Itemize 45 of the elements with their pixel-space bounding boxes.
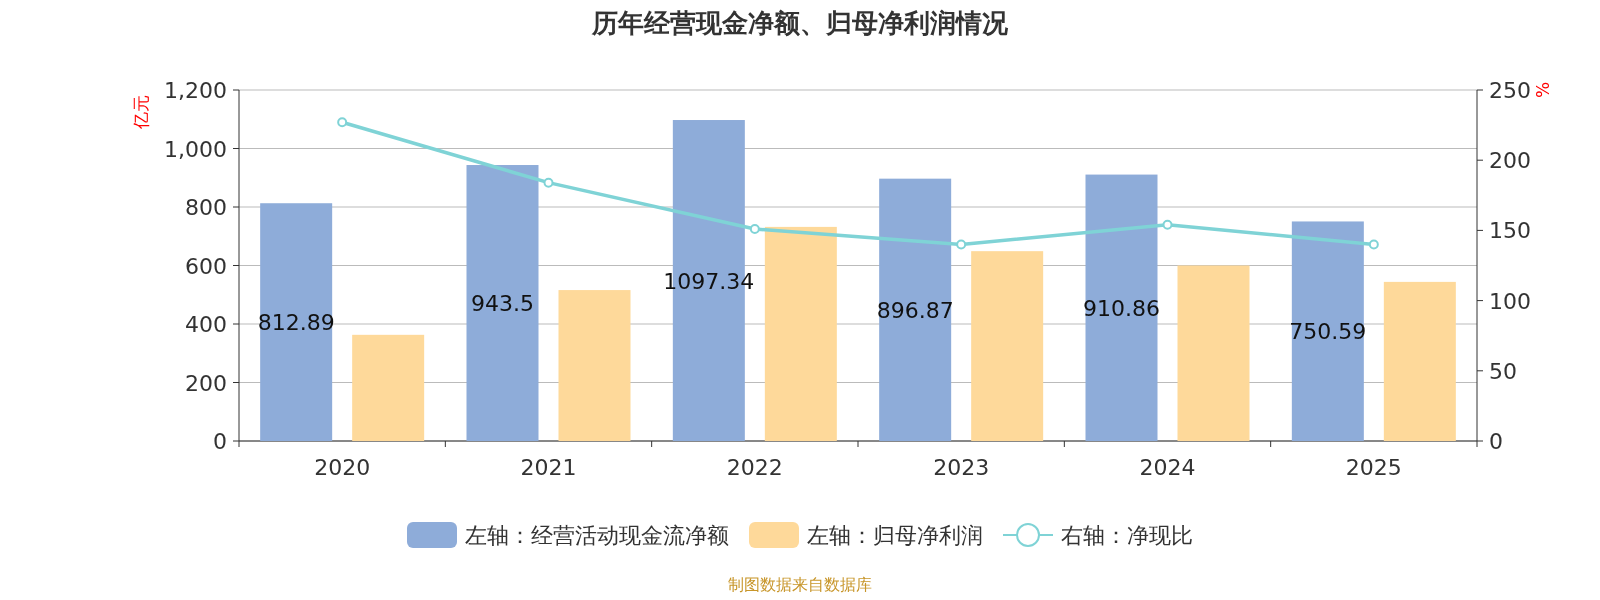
bar — [1085, 174, 1158, 441]
y2-tick-label: 50 — [1489, 358, 1517, 384]
x-tick-label: 2023 — [933, 455, 990, 480]
bar — [764, 226, 837, 441]
data-label: 943.5 — [471, 291, 534, 317]
y2-tick-label: 0 — [1489, 429, 1503, 454]
x-tick-label: 2024 — [1139, 455, 1196, 480]
x-tick-label: 2020 — [314, 455, 371, 480]
legend-label: 左轴：归母净利润 — [807, 523, 983, 548]
y-tick-label: 1,000 — [164, 136, 227, 162]
x-tick-label: 2022 — [726, 455, 783, 480]
y-tick-label: 200 — [185, 370, 227, 396]
y-tick-label: 1,200 — [164, 78, 227, 103]
point — [1368, 239, 1379, 250]
y2-tick-label: 150 — [1489, 218, 1531, 244]
point — [1162, 219, 1173, 230]
x-tick-label: 2025 — [1345, 455, 1402, 480]
y-tick-label: 800 — [185, 195, 227, 220]
y-axis-title: 亿元 — [131, 95, 151, 130]
y2-axis-title: % — [1533, 81, 1553, 99]
y-tick-label: 0 — [213, 429, 227, 454]
point — [956, 239, 967, 250]
bar — [879, 178, 952, 441]
bar — [558, 290, 631, 441]
y2-tick-label: 200 — [1489, 148, 1531, 174]
point — [337, 117, 348, 128]
y2-tick-label: 100 — [1489, 288, 1531, 314]
point — [543, 177, 554, 188]
bar — [352, 334, 425, 441]
chart-title: 历年经营现金净额、归母净利润情况 — [591, 8, 1009, 38]
text: 制图数据来自数据库 — [728, 575, 872, 594]
bar — [466, 165, 539, 441]
legend-label: 右轴：净现比 — [1061, 523, 1193, 548]
bar — [1291, 221, 1364, 441]
y-tick-label: 600 — [185, 253, 227, 279]
bar — [260, 203, 333, 441]
legend-label: 左轴：经营活动现金流净额 — [465, 523, 729, 548]
bar — [971, 251, 1044, 441]
y-tick-label: 400 — [185, 312, 227, 337]
bar — [1383, 281, 1456, 441]
y2-tick-label: 250 — [1489, 78, 1531, 103]
data-label: 812.89 — [257, 310, 335, 336]
point — [749, 224, 760, 234]
x-tick-label: 2021 — [520, 455, 577, 480]
bar — [1177, 265, 1250, 441]
